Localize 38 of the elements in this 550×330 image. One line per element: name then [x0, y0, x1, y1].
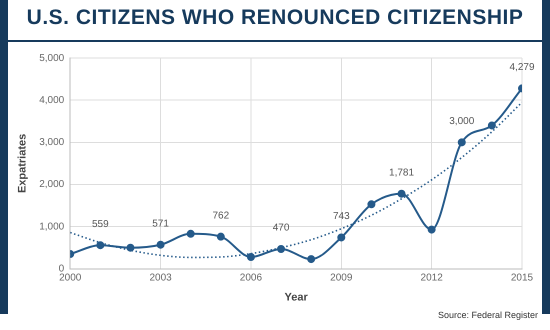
- x-axis-title: Year: [284, 291, 308, 304]
- data-label: 3,000: [449, 116, 475, 128]
- point: [277, 244, 286, 253]
- chart-title: U.S. CITIZENS WHO RENOUNCED CITIZENSHIP: [26, 5, 524, 31]
- point: [126, 244, 134, 252]
- point: [428, 226, 436, 234]
- data-label: 4,279: [509, 62, 535, 74]
- point: [156, 240, 165, 249]
- point: [337, 233, 346, 242]
- point: [488, 121, 496, 130]
- x-tick-label: 2009: [330, 272, 353, 284]
- x-tick-label: 2006: [240, 272, 262, 284]
- point: [307, 255, 316, 264]
- x-tick-label: 2000: [59, 272, 82, 284]
- data-label: 762: [212, 210, 230, 222]
- point: [186, 230, 195, 238]
- y-tick-label: 5,000: [39, 52, 65, 64]
- point: [367, 200, 376, 208]
- x-tick-label: 2003: [149, 272, 172, 284]
- data-label: 1,781: [389, 167, 414, 178]
- data-label: 559: [92, 218, 110, 230]
- y-tick-label: 2,000: [39, 179, 65, 190]
- point: [96, 241, 104, 250]
- data-label: 470: [272, 222, 290, 234]
- source-note: Source: Federal Register: [438, 310, 538, 320]
- y-tick-label: 3,000: [39, 137, 65, 148]
- y-tick-label: 0: [58, 264, 65, 275]
- point: [246, 252, 255, 261]
- data-label: 743: [332, 211, 350, 222]
- x-tick-label: 2012: [420, 272, 444, 284]
- point: [458, 138, 466, 146]
- point: [398, 190, 406, 198]
- y-tick-label: 4,000: [39, 94, 65, 106]
- x-tick-label: 2015: [510, 272, 534, 284]
- data-label: 571: [152, 218, 170, 230]
- point: [216, 232, 225, 241]
- y-axis-title: Expatriates: [16, 134, 29, 194]
- y-tick-label: 1,000: [39, 221, 65, 232]
